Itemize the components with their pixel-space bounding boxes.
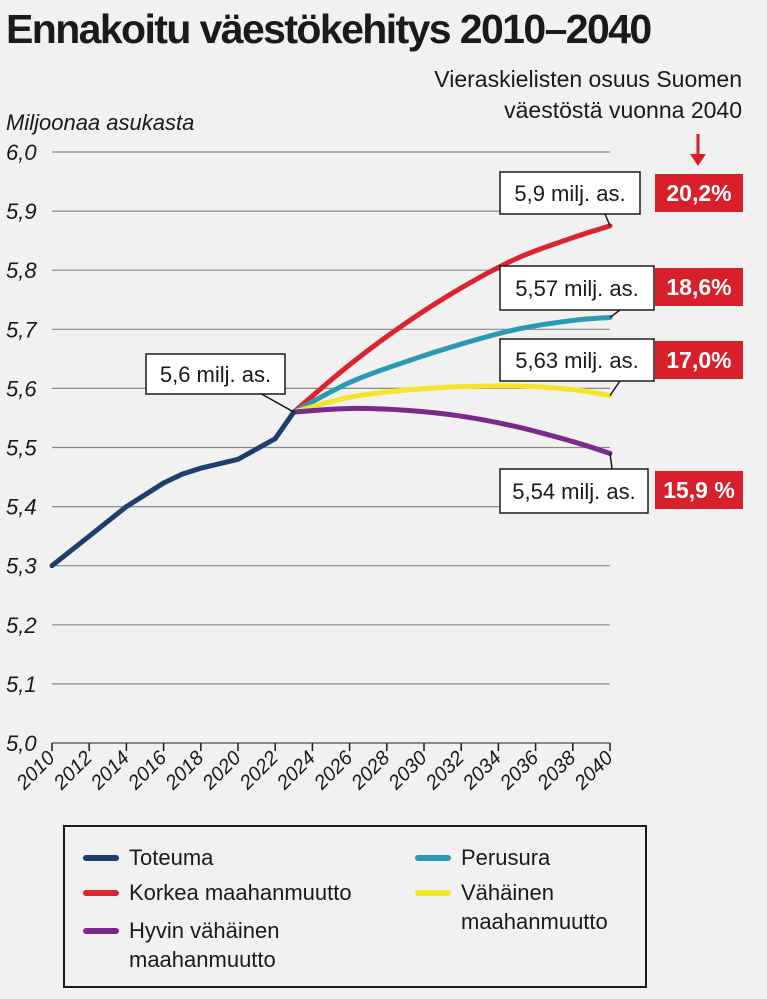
leader-line [609, 309, 621, 319]
chart-subtitle: Vieraskielisten osuus Suomen väestöstä v… [434, 66, 742, 123]
annotation-label: 5,63 milj. as. [515, 348, 639, 373]
y-axis-label: Miljoonaa asukasta [6, 110, 195, 135]
share-badge-label: 17,0% [666, 347, 731, 373]
arrow-icon [690, 134, 706, 166]
legend-item-korkea: Korkea maahanmuutto [83, 878, 352, 907]
x-tick-label: 2026 [309, 746, 357, 794]
x-axis [51, 743, 611, 751]
series-line [291, 223, 613, 415]
annotation-box [145, 353, 286, 395]
x-tick-label: 2032 [421, 747, 469, 795]
y-tick-label: 5,2 [6, 613, 37, 638]
leader-line [609, 453, 613, 470]
y-tick-label: 5,5 [6, 436, 37, 461]
x-tick-label: 2022 [235, 747, 283, 795]
y-tick-label: 5,7 [6, 317, 37, 342]
legend-item-vahainen: Vähäinen maahanmuutto [415, 878, 608, 936]
legend-swatch [83, 890, 119, 896]
leader-line [609, 380, 621, 396]
legend-label: Korkea maahanmuutto [129, 880, 352, 905]
annotation-box [499, 468, 649, 514]
x-tick-label: 2018 [161, 747, 209, 795]
y-tick-label: 5,9 [6, 199, 37, 224]
share-badge-label: 18,6% [666, 274, 731, 300]
y-tick-label: 5,4 [6, 495, 37, 520]
x-tick-labels: 2010201220142016201820202022202420262028… [12, 746, 618, 794]
leader-line [604, 213, 611, 227]
legend-swatch [83, 928, 119, 934]
share-badge [655, 471, 743, 509]
x-tick-label: 2038 [533, 747, 581, 795]
series-line [291, 314, 613, 415]
y-tick-label: 6,0 [6, 140, 37, 165]
legend-swatch [83, 855, 119, 861]
legend-label: Toteuma [129, 845, 214, 870]
legend-item-toteuma: Toteuma [83, 843, 213, 872]
annotation-box [499, 265, 655, 311]
series-line [291, 405, 613, 456]
legend-label: Perusura [461, 845, 551, 870]
chart-title: Ennakoitu väestökehitys 2010–2040 [6, 6, 652, 52]
legend: Toteuma Perusura Korkea maahanmuutto Väh… [63, 825, 647, 988]
annotation-label: 5,57 milj. as. [515, 276, 639, 301]
x-tick-label: 2040 [570, 747, 618, 795]
x-tick-label: 2012 [49, 747, 97, 795]
y-tick-label: 5,0 [6, 731, 37, 756]
arrow-head [690, 154, 706, 166]
y-tick-labels: 5,0 5,1 5,2 5,3 5,4 5,5 5,6 5,7 5,8 5,9 6,0 [6, 140, 37, 756]
y-tick-label: 5,1 [6, 672, 37, 697]
series-line [291, 383, 613, 415]
share-badge [655, 174, 743, 212]
grid-lines [52, 151, 610, 744]
x-tick-label: 2034 [458, 747, 506, 795]
annotation-label: 5,9 milj. as. [514, 181, 625, 206]
legend-item-hyvin-vahainen: Hyvin vähäinen maahanmuutto [83, 916, 279, 974]
x-tick-label: 2036 [495, 746, 543, 794]
leader-line [257, 391, 295, 413]
legend-swatch [415, 855, 451, 861]
x-tick-label: 2028 [347, 747, 395, 795]
y-tick-label: 5,3 [6, 554, 37, 579]
x-tick-label: 2016 [123, 746, 171, 794]
x-tick-label: 2014 [86, 747, 134, 795]
share-badge-label: 15,9 % [663, 477, 735, 503]
y-tick-label: 5,8 [6, 258, 37, 283]
legend-item-perusura: Perusura [415, 843, 550, 872]
series-lines [49, 223, 613, 569]
annotation-box [499, 171, 641, 215]
x-tick-label: 2030 [384, 747, 432, 795]
share-badge [655, 341, 743, 379]
annotation-label: 5,6 milj. as. [160, 362, 271, 387]
legend-swatch [415, 890, 451, 896]
y-tick-label: 5,6 [6, 376, 37, 401]
legend-label: Hyvin vähäinen maahanmuutto [129, 918, 280, 972]
annotation-box [499, 338, 655, 382]
x-tick-label: 2020 [198, 747, 246, 795]
annotations: 5,6 milj. as. 5,9 milj. as. 20,2% 5,57 milj… [145, 171, 743, 514]
share-badge-label: 20,2% [666, 180, 731, 206]
series-line [49, 409, 297, 569]
share-badge [655, 268, 743, 306]
annotation-label: 5,54 milj. as. [512, 479, 636, 504]
x-tick-label: 2024 [272, 747, 320, 795]
legend-label: Vähäinen maahanmuutto [461, 880, 608, 934]
